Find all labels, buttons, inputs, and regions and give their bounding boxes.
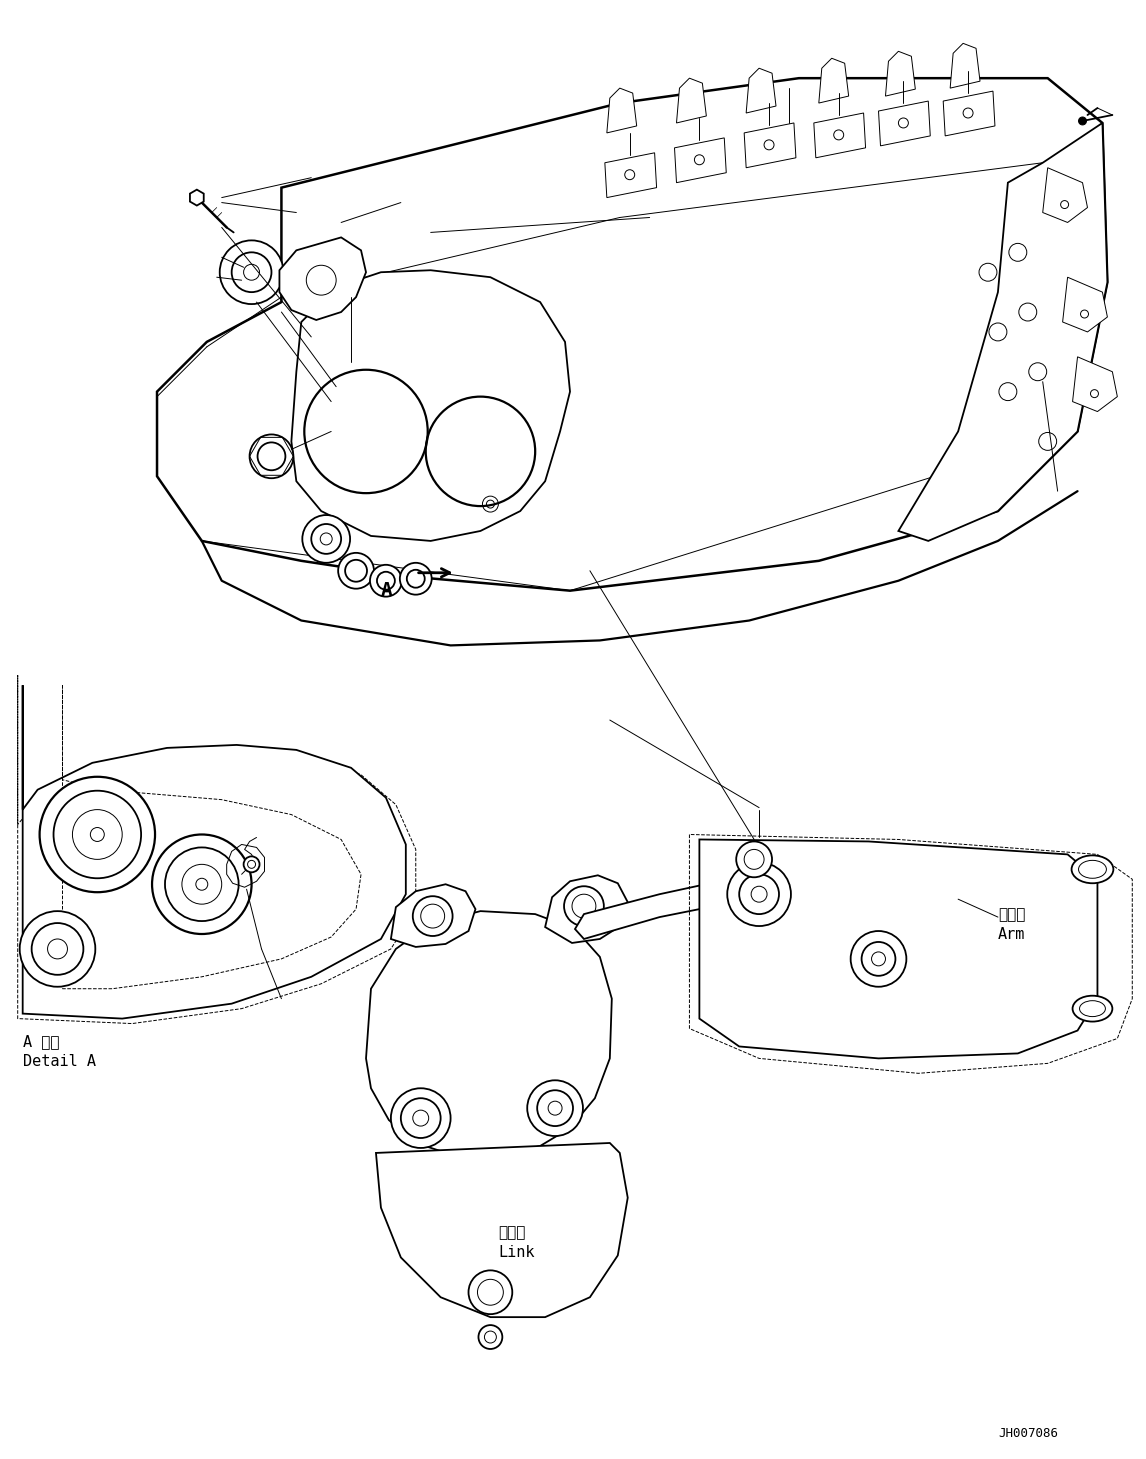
Polygon shape — [190, 190, 204, 206]
Text: リンク: リンク — [499, 1226, 526, 1240]
Text: Detail A: Detail A — [23, 1055, 95, 1069]
Polygon shape — [607, 88, 637, 133]
Polygon shape — [744, 123, 796, 168]
Polygon shape — [291, 270, 570, 541]
Polygon shape — [1073, 357, 1117, 411]
Polygon shape — [605, 153, 657, 197]
Polygon shape — [814, 112, 865, 158]
Polygon shape — [879, 101, 931, 146]
Circle shape — [244, 856, 259, 872]
Circle shape — [425, 397, 535, 506]
Circle shape — [250, 435, 293, 479]
Circle shape — [338, 553, 374, 588]
Text: A 詳細: A 詳細 — [23, 1034, 60, 1049]
Circle shape — [728, 862, 791, 926]
Circle shape — [220, 241, 283, 303]
Text: A: A — [380, 581, 393, 600]
Text: Arm: Arm — [998, 926, 1026, 943]
Polygon shape — [376, 1142, 628, 1317]
Circle shape — [391, 1088, 450, 1148]
Polygon shape — [746, 69, 776, 112]
Polygon shape — [943, 90, 995, 136]
Polygon shape — [280, 238, 366, 320]
Ellipse shape — [1073, 995, 1113, 1021]
Circle shape — [303, 515, 350, 563]
Polygon shape — [391, 884, 476, 947]
Polygon shape — [157, 79, 1107, 591]
Polygon shape — [675, 139, 727, 182]
Circle shape — [527, 1080, 583, 1137]
Polygon shape — [886, 51, 916, 96]
Circle shape — [152, 835, 252, 934]
Polygon shape — [545, 875, 628, 943]
Circle shape — [1078, 117, 1086, 125]
Polygon shape — [818, 58, 849, 104]
Circle shape — [709, 874, 745, 910]
Polygon shape — [699, 839, 1098, 1058]
Polygon shape — [23, 686, 406, 1018]
Polygon shape — [1043, 168, 1088, 222]
Ellipse shape — [1072, 855, 1114, 883]
Polygon shape — [950, 44, 980, 88]
Circle shape — [850, 931, 906, 986]
Polygon shape — [898, 123, 1107, 541]
Text: アーム: アーム — [998, 907, 1026, 922]
Text: Link: Link — [499, 1246, 535, 1261]
Circle shape — [736, 842, 772, 877]
Text: JH007086: JH007086 — [998, 1427, 1058, 1440]
Polygon shape — [1062, 277, 1107, 333]
Circle shape — [370, 565, 402, 597]
Circle shape — [305, 369, 427, 493]
Polygon shape — [575, 881, 736, 940]
Circle shape — [19, 910, 95, 986]
Polygon shape — [676, 79, 706, 123]
Circle shape — [400, 563, 432, 595]
Circle shape — [40, 776, 155, 893]
Polygon shape — [366, 910, 612, 1156]
